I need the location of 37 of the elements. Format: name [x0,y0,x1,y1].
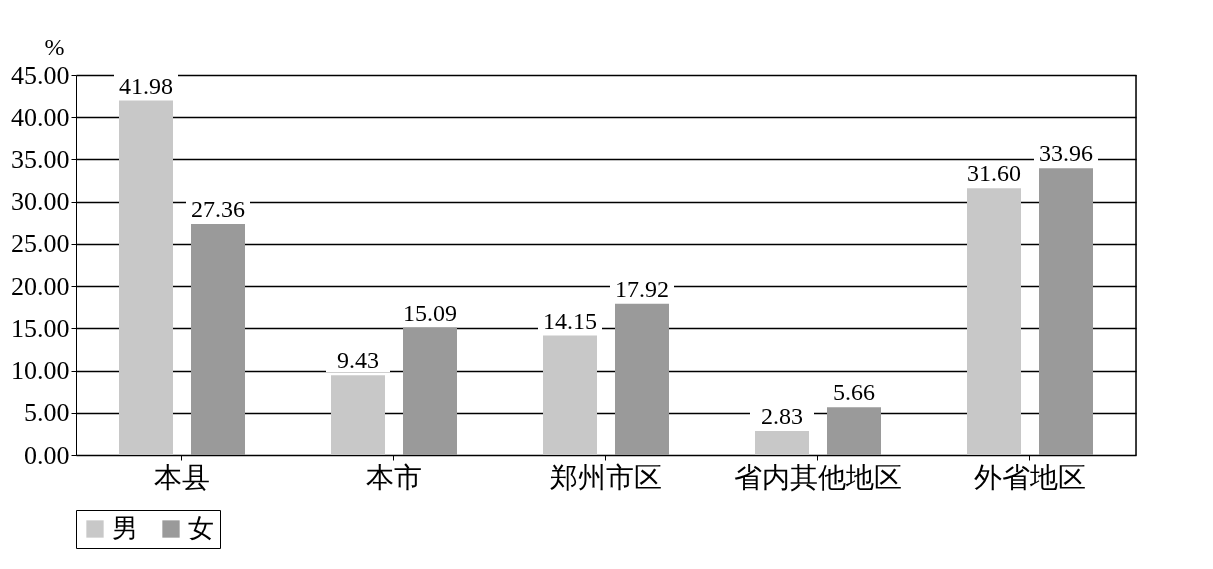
legend-label: 男 [112,514,138,543]
y-tick-label: 5.00 [24,398,70,428]
x-tick-label: 本县 [154,461,210,493]
x-tick-label: 本市 [366,461,422,493]
bar [191,223,245,455]
bar [827,407,881,455]
y-tick-label: 25.00 [11,229,70,259]
y-tick-label: 0.00 [24,440,70,470]
bar [1039,168,1093,455]
data-label: 2.83 [761,403,803,430]
data-label: 41.98 [119,72,173,99]
x-tick-label: 郑州市区 [550,461,662,493]
bar [755,431,809,455]
data-label: 31.60 [967,160,1021,187]
data-label: 5.66 [833,379,875,406]
data-label: 17.92 [615,275,669,302]
bar [967,188,1021,455]
bar [543,335,597,455]
bar [615,303,669,455]
data-label: 15.09 [403,299,457,326]
y-tick-label: 10.00 [11,356,70,386]
data-label: 33.96 [1039,140,1093,167]
bar [403,327,457,455]
data-label: 14.15 [543,307,597,334]
data-label: 9.43 [337,347,379,374]
y-tick-label: 20.00 [11,271,70,301]
y-tick-label: 45.00 [11,60,70,90]
y-tick-label: 35.00 [11,144,70,174]
y-axis-title: % [44,33,65,60]
data-label: 27.36 [191,195,245,222]
y-tick-label: 40.00 [11,102,70,132]
legend-label: 女 [188,514,214,543]
y-tick-label: 30.00 [11,187,70,217]
bar [119,100,173,455]
x-tick-label: 省内其他地区 [734,461,902,493]
y-tick-label: 15.00 [11,313,70,343]
x-tick-label: 外省地区 [974,461,1086,493]
